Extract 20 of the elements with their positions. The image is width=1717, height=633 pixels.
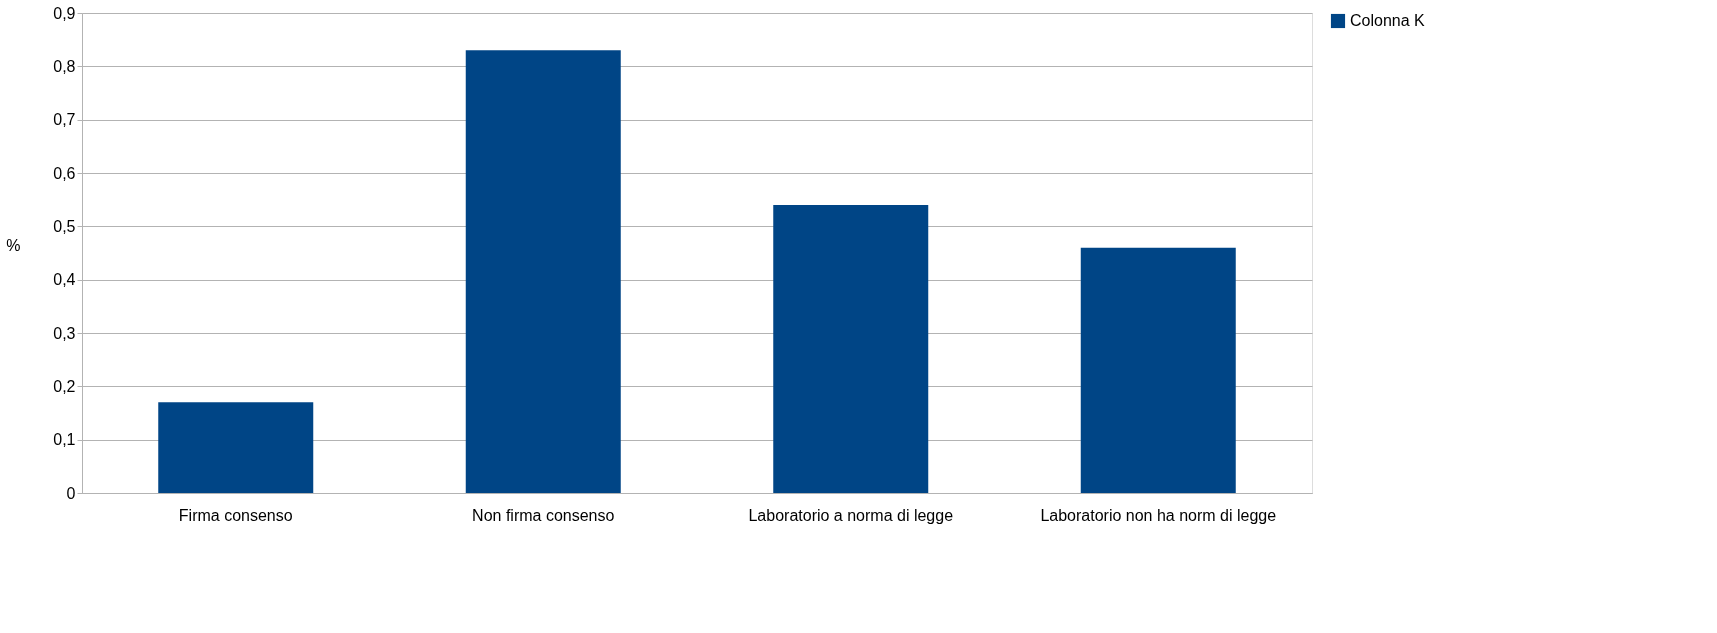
legend-label: Colonna K (1350, 12, 1426, 29)
y-tick-label: 0,4 (53, 271, 76, 289)
x-tick-label: Non firma consenso (472, 506, 615, 524)
y-tick-label: 0,5 (53, 217, 76, 235)
y-tick-label: 0,8 (53, 57, 76, 75)
x-tick-label: Firma consenso (178, 506, 293, 524)
y-tick-label: 0 (66, 484, 76, 502)
y-tick-label: 0,2 (53, 377, 76, 395)
bar (158, 402, 314, 493)
y-tick-label: 0,6 (53, 164, 76, 182)
bar (1080, 247, 1236, 493)
x-tick-label: Laboratorio non ha norm di legge (1040, 506, 1277, 524)
y-tick-label: 0,3 (53, 324, 76, 342)
y-tick-label: 0,9 (53, 4, 76, 22)
y-tick-label: 0,1 (53, 431, 76, 449)
y-tick-label: 0,7 (53, 111, 76, 129)
bar (773, 205, 929, 493)
y-axis-title: % (6, 236, 21, 254)
bar (465, 50, 621, 493)
x-tick-label: Laboratorio a norma di legge (748, 506, 954, 524)
